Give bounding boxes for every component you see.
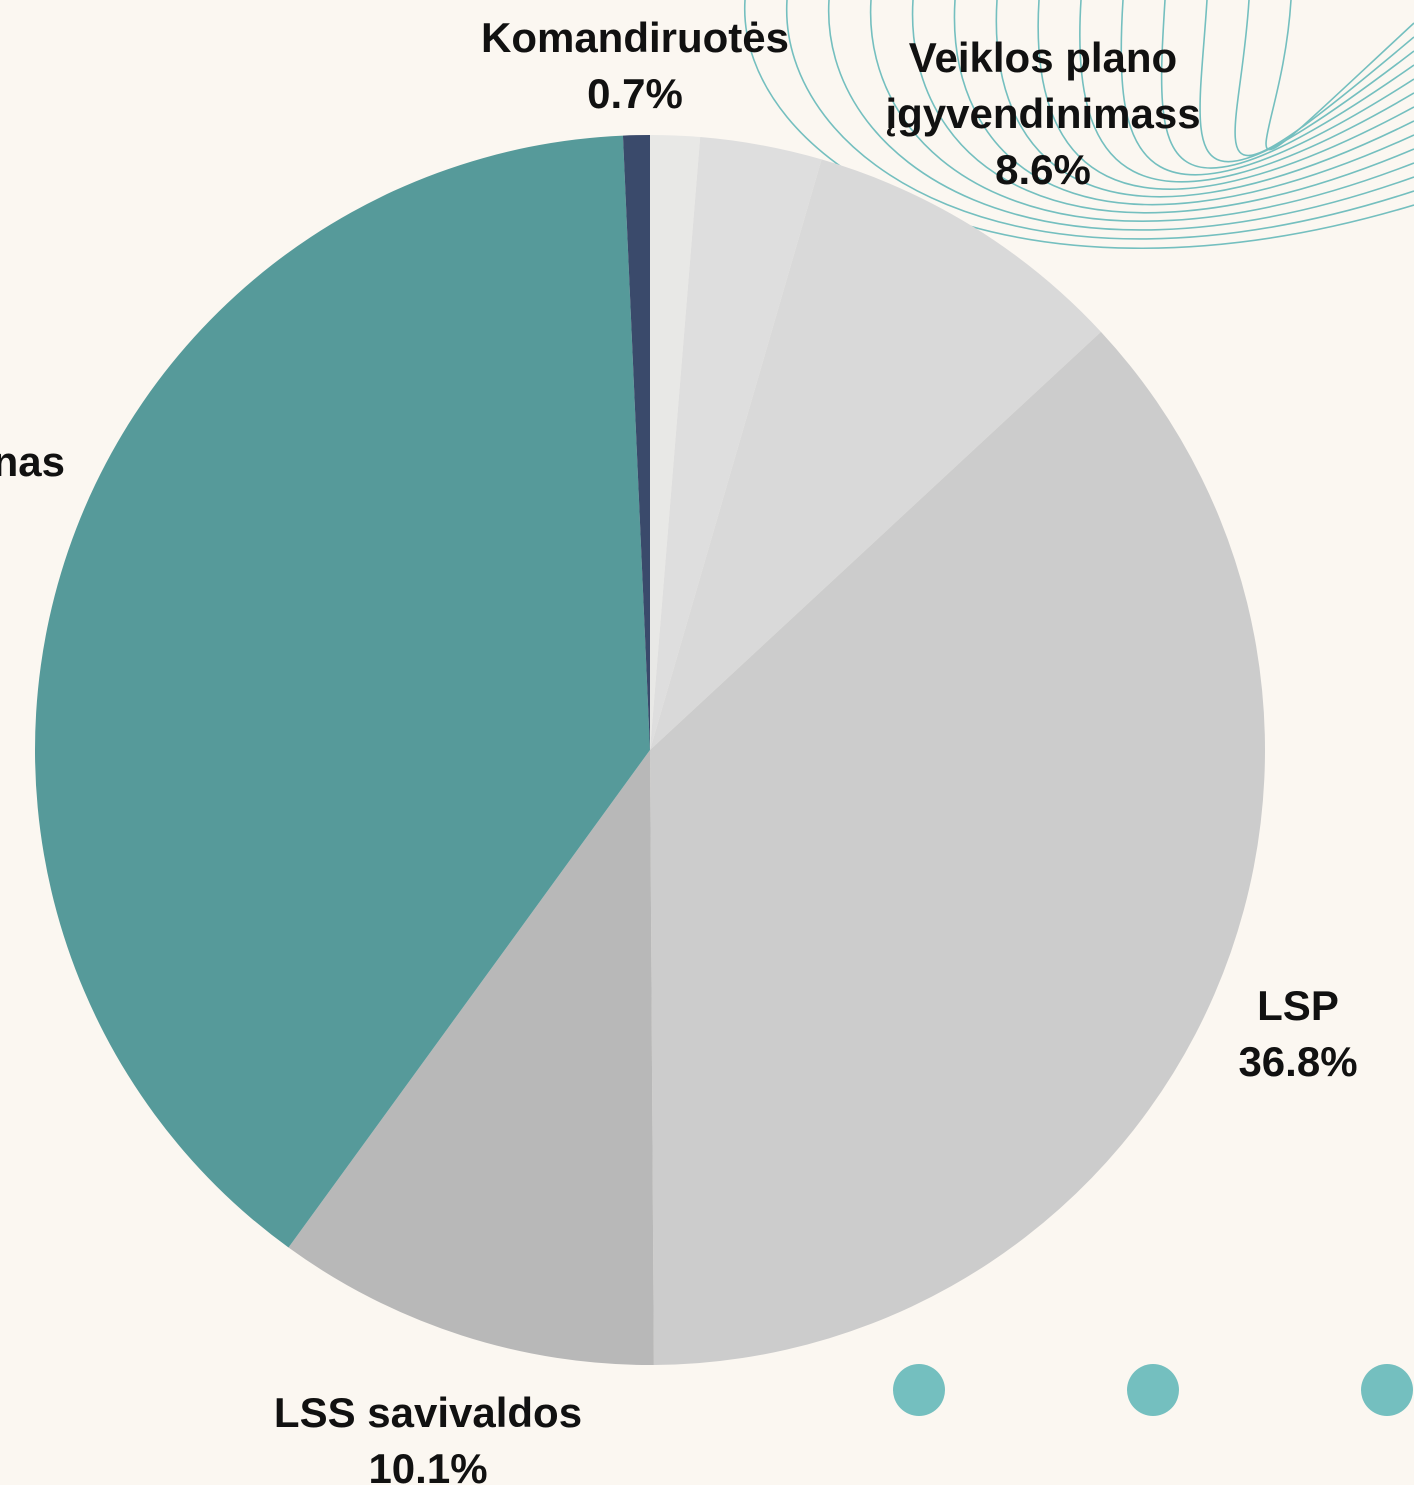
chart: Veiklos plano įgyvendinimass8.6% LSP36.8%… — [0, 0, 1414, 1485]
value-label: 36.8% — [1148, 1034, 1414, 1090]
category-label: Veiklos plano įgyvendinimass — [848, 30, 1238, 142]
value-label: 8.6% — [848, 142, 1238, 198]
slice-label: nas — [0, 434, 65, 490]
category-label: LSP — [1148, 978, 1414, 1034]
value-label: 10.1% — [218, 1441, 638, 1485]
pie-chart — [0, 0, 1414, 1485]
category-label: Komandiruotės — [425, 10, 845, 66]
category-label: LSS savivaldos — [218, 1385, 638, 1441]
category-label: nas — [0, 434, 65, 490]
value-label: 0.7% — [425, 66, 845, 122]
